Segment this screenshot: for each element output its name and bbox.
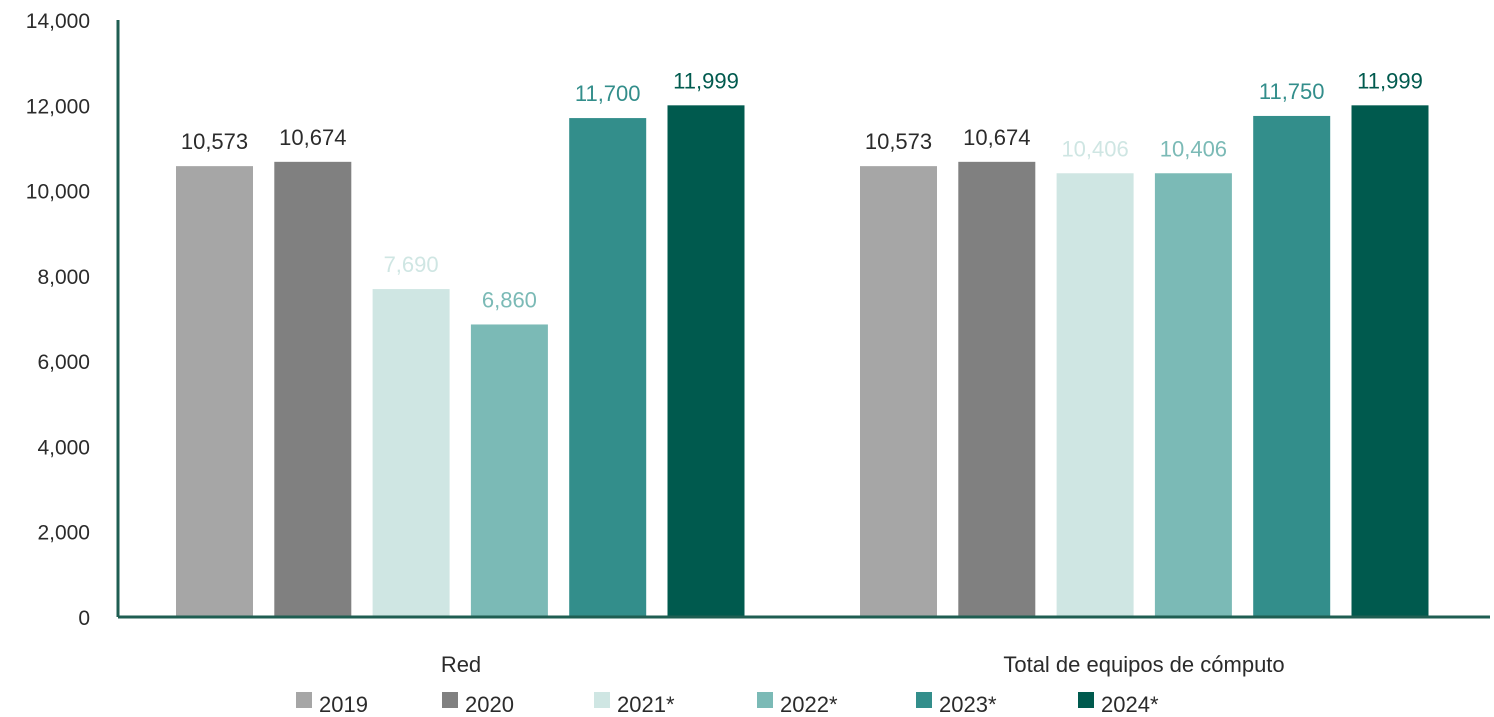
bar <box>1253 115 1331 618</box>
data-label: 6,860 <box>482 287 537 312</box>
y-tick-label: 4,000 <box>37 436 90 459</box>
legend-item: 2023* <box>916 692 997 717</box>
bar <box>176 166 253 617</box>
data-labels: 10,573 10,573 10,674 10,674 7,690 10,406 6,860… <box>181 68 1423 312</box>
legend-swatch <box>594 692 610 708</box>
bar <box>958 161 1036 617</box>
bar <box>569 118 647 617</box>
data-label: 10,406 <box>1061 136 1128 161</box>
data-label: 11,999 <box>1357 68 1423 93</box>
data-label: 11,700 <box>575 81 641 106</box>
data-label: 7,690 <box>384 252 439 277</box>
y-tick-label: 14,000 <box>26 10 90 33</box>
bar <box>1056 173 1134 617</box>
legend-item: 2019 <box>296 692 368 717</box>
category-labels: Red Total de equipos de cómputo <box>441 652 1285 677</box>
data-label: 10,573 <box>865 129 932 154</box>
bars <box>176 105 1429 618</box>
data-label: 11,999 <box>673 68 739 93</box>
y-tick-label: 12,000 <box>26 95 90 118</box>
legend-label: 2019 <box>319 692 368 717</box>
legend-label: 2020 <box>465 692 514 717</box>
legend-swatch <box>296 692 312 708</box>
legend: 2019 2020 2021* 2022* 2023* 2024* <box>296 692 1159 717</box>
bar <box>667 105 745 617</box>
legend-swatch <box>1078 692 1094 708</box>
legend-label: 2021* <box>617 692 675 717</box>
legend-label: 2024* <box>1101 692 1159 717</box>
data-label: 10,406 <box>1160 136 1227 161</box>
y-tick-label: 0 <box>78 607 90 630</box>
legend-item: 2021* <box>594 692 675 717</box>
data-label: 10,674 <box>279 125 346 150</box>
legend-label: 2022* <box>780 692 838 717</box>
legend-item: 2020 <box>442 692 514 717</box>
bar <box>372 289 450 617</box>
y-tick-label: 2,000 <box>37 522 90 545</box>
x-category-label: Total de equipos de cómputo <box>1003 652 1284 677</box>
legend-item: 2024* <box>1078 692 1159 717</box>
legend-swatch <box>757 692 773 708</box>
data-label: 10,573 <box>181 129 248 154</box>
bar <box>274 161 352 617</box>
y-axis-ticks: 0 2,000 4,000 6,000 8,000 10,000 12,000 14,000 <box>26 10 90 630</box>
bar <box>1154 173 1232 617</box>
bar <box>860 166 937 617</box>
legend-swatch <box>916 692 932 708</box>
legend-swatch <box>442 692 458 708</box>
bar <box>1351 105 1429 617</box>
legend-item: 2022* <box>757 692 838 717</box>
bar <box>470 324 548 617</box>
data-label: 11,750 <box>1259 79 1325 104</box>
y-tick-label: 8,000 <box>37 266 90 289</box>
legend-label: 2023* <box>939 692 997 717</box>
y-tick-label: 6,000 <box>37 351 90 374</box>
y-tick-label: 10,000 <box>26 181 90 204</box>
x-category-label: Red <box>441 652 481 677</box>
data-label: 10,674 <box>963 125 1030 150</box>
